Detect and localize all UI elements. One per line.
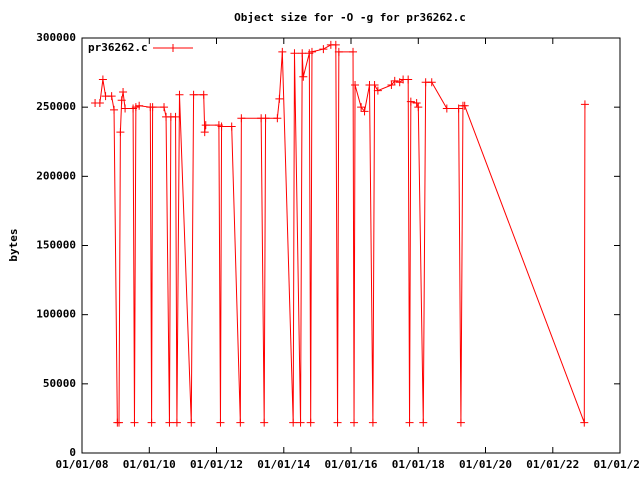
point-marker [135,101,144,110]
y-tick-label: 300000 [36,31,76,44]
point-marker [334,47,343,56]
point-marker [368,418,377,427]
point-marker [333,418,342,427]
point-marker [390,76,399,85]
y-tick-label: 150000 [36,239,76,252]
point-marker [261,114,270,123]
point-marker [227,122,236,131]
point-marker [121,104,130,113]
point-marker [171,112,180,121]
point-marker [260,418,269,427]
point-marker [373,86,382,95]
point-marker [299,72,308,81]
point-marker [200,128,209,137]
legend-label: pr36262.c [88,41,148,54]
y-tick-label: 100000 [36,308,76,321]
point-marker [580,418,589,427]
legend-marker [169,44,177,52]
point-marker [387,81,396,90]
point-marker [427,78,436,87]
x-tick-label: 01/01/18 [392,458,445,471]
point-marker [189,90,198,99]
point-marker [187,418,196,427]
point-marker [419,418,428,427]
x-tick-label: 01/01/20 [459,458,512,471]
point-marker [370,81,379,90]
x-tick-label: 01/01/14 [257,458,310,471]
point-marker [119,87,128,96]
series-line [95,44,586,424]
point-marker [404,75,413,84]
y-tick-label: 200000 [36,169,76,182]
point-marker [117,96,126,105]
point-marker [296,418,305,427]
point-marker [289,418,298,427]
point-marker [175,90,184,99]
point-marker [360,107,369,116]
point-marker [580,100,589,109]
point-marker [148,103,157,112]
x-tick-label: 01/01/16 [325,458,378,471]
point-marker [278,47,287,56]
y-tick-label: 250000 [36,100,76,113]
point-marker [414,103,423,112]
point-marker [306,418,315,427]
point-marker [217,122,226,131]
x-tick-label: 01/01/08 [56,458,109,471]
point-marker [331,40,340,49]
point-marker [115,418,124,427]
x-tick-label: 01/01/12 [190,458,243,471]
point-marker [319,45,328,54]
point-marker [454,104,463,113]
point-marker [172,418,181,427]
point-marker [290,49,299,58]
point-marker [201,121,210,130]
point-marker [275,94,284,103]
point-marker [95,99,104,108]
point-marker [147,418,156,427]
point-marker [273,114,282,123]
x-tick-label: 01/01/24 [594,458,640,471]
x-tick-label: 01/01/10 [123,458,176,471]
point-marker [216,418,225,427]
point-marker [116,128,125,137]
point-marker [165,418,174,427]
x-tick-label: 01/01/22 [526,458,579,471]
point-marker [110,105,119,114]
point-marker [357,103,366,112]
y-tick-label: 50000 [43,377,76,390]
point-marker [160,103,169,112]
point-marker [236,418,245,427]
point-marker [460,101,469,110]
point-marker [406,97,415,106]
point-marker [307,47,316,56]
point-marker [199,90,208,99]
y-axis-label: bytes [7,228,20,261]
point-marker [442,104,451,113]
point-marker [349,47,358,56]
point-marker [237,114,246,123]
point-marker [456,418,465,427]
y-tick-label: 0 [69,446,76,459]
point-marker [131,103,140,112]
point-marker [405,418,414,427]
point-marker [107,92,116,101]
point-marker [130,418,139,427]
point-marker [351,81,360,90]
point-marker [98,75,107,84]
point-marker [350,418,359,427]
point-marker [298,49,307,58]
chart-title: Object size for -O -g for pr36262.c [234,11,466,24]
point-marker [412,99,421,108]
